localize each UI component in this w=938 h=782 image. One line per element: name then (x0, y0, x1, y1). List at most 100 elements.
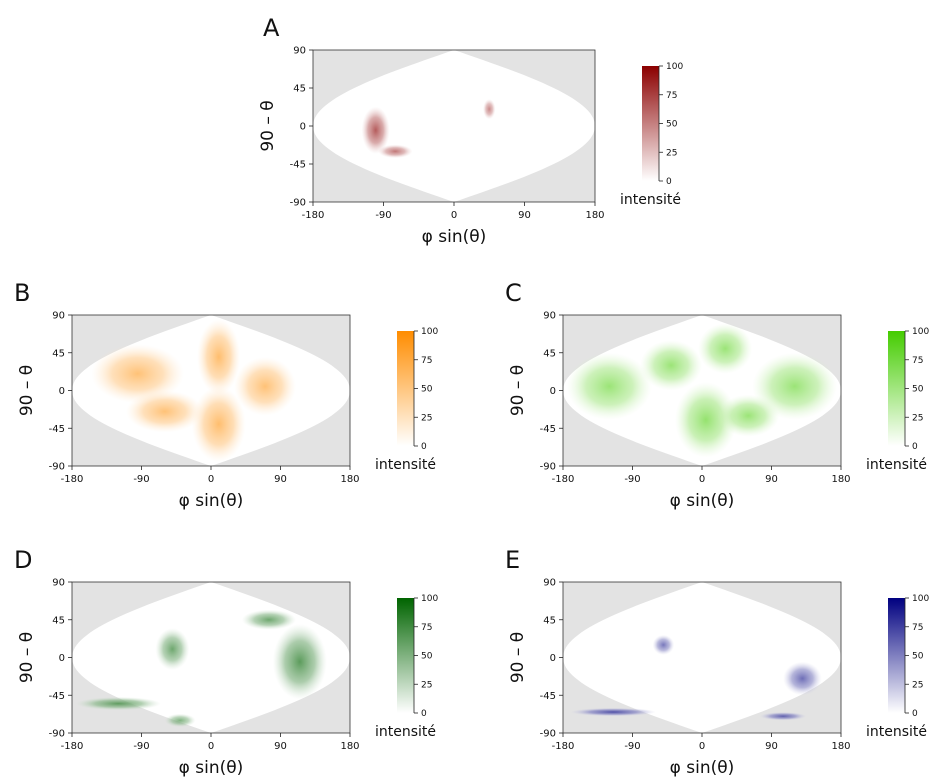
x-tick-label: 180 (831, 474, 850, 485)
colorbar-tick-label: 0 (912, 709, 918, 719)
y-tick-label: -45 (49, 691, 65, 702)
y-tick-label: 90 (52, 578, 65, 589)
colorbar-tick-label: 50 (666, 120, 678, 130)
y-tick-label: 45 (52, 615, 65, 626)
colorbar-tick-label: 50 (421, 652, 433, 662)
y-tick-label: 0 (300, 122, 306, 133)
density-region (155, 628, 190, 671)
colorbar-tick-label: 0 (421, 709, 427, 719)
colorbar-tick-label: 50 (912, 385, 924, 395)
density-region (752, 352, 838, 420)
colorbar-title: intensité (620, 192, 681, 208)
y-tick-label: 90 (52, 311, 65, 322)
density-region (234, 356, 296, 416)
panel-letter: E (505, 546, 520, 574)
colorbar-tick-label: 50 (421, 385, 433, 395)
colorbar-tick-label: 100 (421, 327, 438, 337)
density-region (570, 707, 656, 717)
density-region (191, 386, 246, 462)
panel-letter: A (263, 14, 280, 42)
colorbar-tick-label: 25 (421, 680, 432, 690)
colorbar-title: intensité (866, 457, 927, 473)
x-tick-label: 90 (274, 741, 287, 752)
x-tick-label: 0 (208, 741, 214, 752)
colorbar-title: intensité (375, 724, 436, 740)
x-tick-label: 90 (274, 474, 287, 485)
y-axis-label: 90 – θ (17, 632, 37, 683)
colorbar (888, 331, 905, 446)
colorbar-tick-label: 0 (421, 442, 427, 452)
colorbar-title: intensité (375, 457, 436, 473)
x-tick-label: 180 (831, 741, 850, 752)
x-axis-label: φ sin(θ) (670, 758, 735, 778)
y-axis-label: 90 – θ (508, 632, 528, 683)
x-axis-label: φ sin(θ) (179, 758, 244, 778)
x-tick-label: 90 (518, 210, 531, 221)
density-region (698, 323, 753, 374)
x-tick-label: 180 (585, 210, 604, 221)
density-region (361, 106, 390, 154)
y-tick-label: 0 (59, 653, 65, 664)
x-tick-label: 180 (340, 474, 359, 485)
colorbar-tick-label: 25 (912, 413, 923, 423)
x-tick-label: -180 (552, 741, 575, 752)
density-region (482, 98, 496, 120)
density-region (759, 712, 807, 721)
x-axis-label: φ sin(θ) (179, 491, 244, 511)
y-tick-label: 0 (59, 386, 65, 397)
panel-letter: C (505, 279, 522, 307)
x-tick-label: -180 (61, 741, 84, 752)
colorbar (397, 598, 414, 713)
colorbar-tick-label: 25 (912, 680, 923, 690)
y-tick-label: -90 (49, 729, 65, 740)
density-region (783, 661, 822, 696)
colorbar-tick-label: 100 (666, 62, 683, 72)
y-tick-label: -45 (290, 160, 306, 171)
y-tick-label: -45 (49, 424, 65, 435)
y-tick-label: -45 (540, 691, 556, 702)
x-tick-label: -180 (302, 210, 325, 221)
x-tick-label: -90 (133, 741, 149, 752)
x-tick-label: -90 (624, 741, 640, 752)
y-tick-label: 45 (52, 348, 65, 359)
density-region (197, 319, 241, 395)
x-tick-label: -90 (375, 210, 391, 221)
colorbar-title: intensité (866, 724, 927, 740)
y-axis-label: 90 – θ (17, 365, 37, 416)
density-region (91, 344, 184, 404)
density-region (640, 340, 702, 391)
colorbar (642, 66, 659, 181)
x-tick-label: 0 (699, 741, 705, 752)
colorbar-tick-label: 100 (912, 594, 929, 604)
colorbar-tick-label: 50 (912, 652, 924, 662)
colorbar-tick-label: 75 (912, 623, 923, 633)
x-axis-label: φ sin(θ) (670, 491, 735, 511)
y-tick-label: 90 (543, 311, 556, 322)
x-tick-label: 0 (208, 474, 214, 485)
density-region (241, 609, 296, 630)
colorbar (888, 598, 905, 713)
y-tick-label: 90 (293, 46, 306, 57)
y-tick-label: -90 (49, 462, 65, 473)
colorbar-tick-label: 75 (421, 356, 432, 366)
y-tick-label: 45 (293, 84, 306, 95)
x-tick-label: -90 (624, 474, 640, 485)
colorbar-tick-label: 75 (421, 623, 432, 633)
y-tick-label: -90 (540, 729, 556, 740)
colorbar-tick-label: 25 (421, 413, 432, 423)
density-region (378, 144, 413, 159)
x-tick-label: 0 (451, 210, 457, 221)
colorbar-tick-label: 100 (421, 594, 438, 604)
projection-area (563, 582, 841, 733)
x-tick-label: 90 (765, 741, 778, 752)
colorbar-tick-label: 25 (666, 148, 677, 158)
y-axis-label: 90 – θ (258, 100, 278, 151)
y-tick-label: 0 (550, 386, 556, 397)
panel-letter: B (14, 279, 30, 307)
density-region (717, 394, 780, 437)
